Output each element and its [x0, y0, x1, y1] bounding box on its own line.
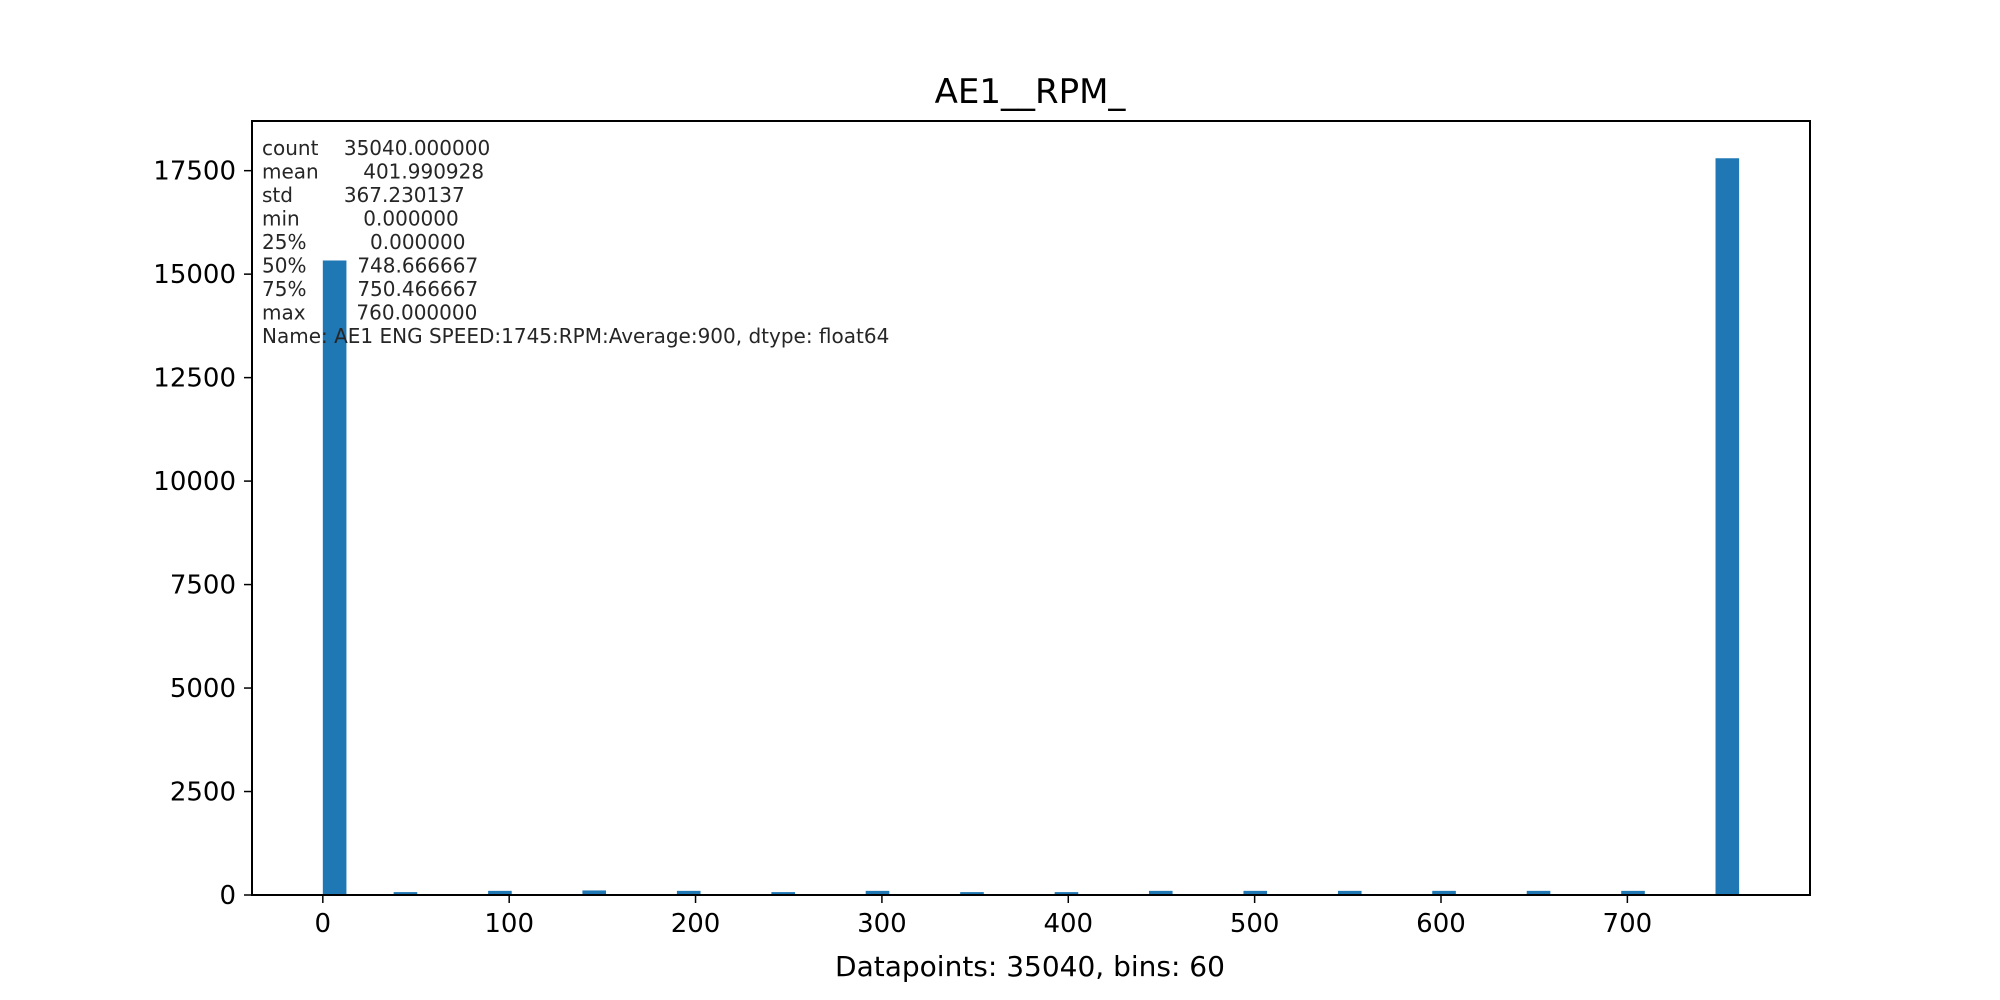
- x-tick-label: 200: [671, 909, 721, 939]
- x-tick-label: 500: [1230, 909, 1280, 939]
- stats-line: count 35040.000000: [262, 136, 490, 160]
- x-axis-label: Datapoints: 35040, bins: 60: [835, 950, 1225, 983]
- y-tick-label: 12500: [153, 364, 236, 394]
- x-tick-label: 0: [315, 909, 332, 939]
- y-axis: 0 2500 5000 7500 10000 12500 15000 17500: [153, 157, 252, 911]
- histogram-bar: [1715, 158, 1740, 895]
- histogram-bar: [582, 890, 607, 895]
- histogram-bar: [676, 890, 701, 895]
- y-tick-label: 15000: [153, 260, 236, 290]
- histogram-bar: [960, 892, 984, 895]
- stats-line: max 760.000000: [262, 301, 477, 325]
- stats-line: min 0.000000: [262, 207, 459, 231]
- y-tick-label: 0: [219, 881, 236, 911]
- histogram-bar: [771, 892, 796, 895]
- stats-line: 25% 0.000000: [262, 230, 465, 254]
- y-tick-label: 7500: [170, 571, 236, 601]
- x-tick-label: 400: [1043, 909, 1093, 939]
- stats-line: std 367.230137: [262, 183, 465, 207]
- bars-layer: [322, 158, 1740, 895]
- stats-line: Name: AE1 ENG SPEED:1745:RPM:Average:900…: [262, 324, 889, 348]
- histogram-bar: [1432, 890, 1456, 895]
- plot-frame: [251, 120, 1811, 896]
- x-tick-label: 700: [1603, 909, 1653, 939]
- stats-line: 50% 748.666667: [262, 254, 478, 278]
- histogram-bar: [488, 890, 512, 895]
- x-tick-label: 600: [1416, 909, 1466, 939]
- histogram-bar: [1621, 890, 1645, 895]
- histogram-bar: [1337, 890, 1362, 895]
- chart-title: AE1__RPM_: [935, 72, 1127, 112]
- y-tick-label: 2500: [170, 778, 236, 808]
- y-tick-label: 5000: [170, 674, 236, 704]
- histogram-bar: [1526, 890, 1551, 895]
- histogram-bar: [1148, 890, 1173, 895]
- x-tick-label: 100: [484, 909, 534, 939]
- y-tick-label: 17500: [153, 157, 236, 187]
- stats-line: 75% 750.466667: [262, 277, 478, 301]
- histogram-bar: [1054, 892, 1079, 895]
- histogram-bar: [865, 890, 890, 895]
- histogram-bar: [322, 260, 347, 895]
- histogram-bar: [393, 892, 418, 895]
- x-axis: 0 100 200 300 400 500 600 700: [315, 895, 1653, 939]
- histogram-bar: [1243, 890, 1268, 895]
- stats-line: mean 401.990928: [262, 160, 484, 184]
- y-tick-label: 10000: [153, 467, 236, 497]
- x-tick-label: 300: [857, 909, 907, 939]
